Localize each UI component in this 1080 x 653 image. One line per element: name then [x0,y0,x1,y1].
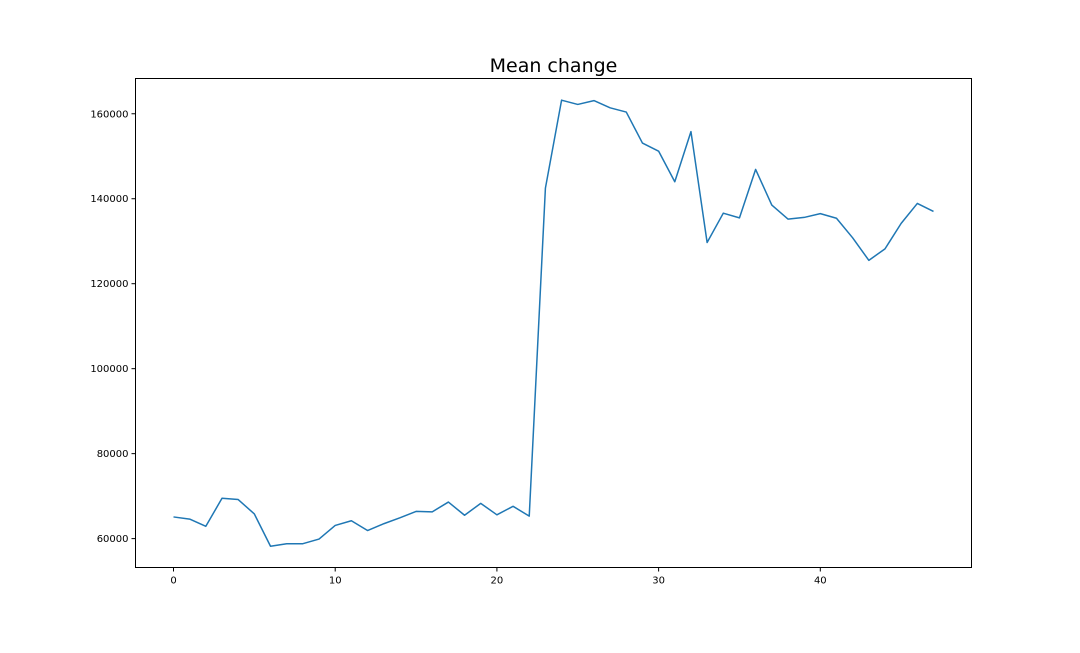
x-tick-label: 30 [652,576,665,587]
y-tick-label: 120000 [90,279,128,290]
x-tick-label: 10 [329,576,342,587]
plot-area: 0 10 20 30 40 60000 80000 100000 120000 140000 160… [90,99,934,587]
x-tick-label: 40 [814,576,827,587]
y-tick-label: 160000 [90,109,128,120]
chart-title: Mean change [490,55,618,77]
y-tick-label: 80000 [97,449,129,460]
y-tick-label: 100000 [90,364,128,375]
series-line [173,99,934,548]
x-tick-label: 20 [491,576,504,587]
y-tick-label: 60000 [97,534,129,545]
axes-frame [135,78,972,568]
x-tick-label: 0 [170,576,176,587]
y-tick-label: 140000 [90,194,128,205]
